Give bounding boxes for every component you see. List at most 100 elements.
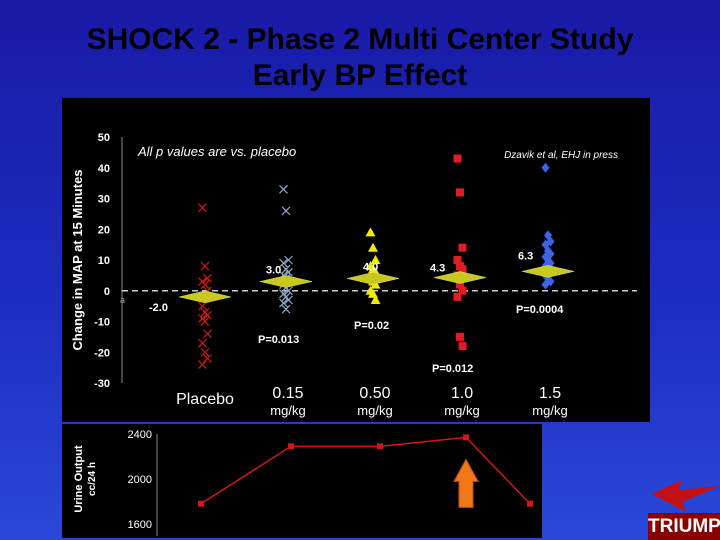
data-point-stroke [203, 310, 212, 320]
p-value-label: P=0.013 [258, 334, 299, 346]
data-point [200, 280, 210, 290]
slide-title-line1: SHOCK 2 - Phase 2 Multi Center Study [86, 23, 634, 56]
data-point [203, 310, 212, 320]
category-unit-label: mg/kg [532, 403, 567, 418]
urine-data-point [288, 443, 294, 450]
data-point [200, 261, 210, 271]
data-point [284, 295, 293, 305]
mean-marker [346, 272, 400, 285]
data-point-stroke [203, 353, 212, 363]
urine-y-tick-label: 2400 [128, 429, 152, 441]
mean-value-label: -2.0 [149, 302, 168, 314]
mean-value-label: 4.0 [363, 261, 378, 273]
data-point [198, 301, 207, 311]
highlight-arrow-icon [453, 458, 479, 508]
p-value-label: P=0.012 [432, 363, 473, 375]
data-point [453, 292, 462, 301]
data-point [281, 206, 291, 216]
y-tick-label: -20 [94, 347, 110, 359]
data-point [198, 203, 207, 213]
brand-logo: TRIUMPH [648, 513, 720, 540]
data-point-stroke [200, 261, 210, 271]
data-point-stroke [200, 280, 210, 290]
y-tick-label: 10 [98, 255, 110, 267]
data-point [370, 294, 381, 304]
category-unit-label: mg/kg [270, 403, 305, 418]
urine-data-point [463, 434, 469, 441]
chart-labels: All p values are vs. placebo Dzavik et al… [137, 144, 618, 418]
data-point [456, 332, 464, 341]
urine-data-point [527, 500, 533, 507]
data-point [281, 304, 291, 314]
data-point-stroke [203, 274, 212, 283]
urine-data-point [198, 500, 204, 507]
data-point-stroke [284, 295, 293, 305]
data-point [200, 317, 210, 326]
data-point [541, 279, 550, 290]
data-point [368, 242, 378, 252]
data-point [365, 227, 376, 237]
data-point-stroke [200, 317, 210, 326]
data-point-stroke [279, 258, 288, 268]
mean-marker [433, 271, 487, 284]
data-point [453, 256, 462, 264]
urine-data-point [377, 443, 383, 450]
data-point [456, 188, 464, 197]
data-point-stroke [284, 286, 293, 296]
y-tick-label: 30 [98, 194, 110, 206]
data-point [458, 265, 467, 274]
data-point [458, 243, 467, 252]
data-point [284, 255, 293, 265]
data-points [178, 154, 575, 369]
data-point-stroke [200, 347, 210, 357]
data-point-stroke [281, 206, 291, 216]
data-point [203, 329, 212, 339]
slide-title-line2: Early BP Effect [252, 59, 468, 92]
y-tick-label: 0 [104, 286, 110, 298]
brand-arrow-icon [652, 480, 720, 512]
urine-axis-label: Urine Output [73, 445, 85, 513]
data-point [279, 298, 288, 308]
y-tick-label: 20 [98, 224, 110, 236]
p-value-label: P=0.02 [354, 320, 389, 332]
chart-subtitle: All p values are vs. placebo [137, 144, 296, 159]
urine-output-chart: Urine Output cc/24 h 1600 2000 2400 [62, 424, 542, 538]
map-change-chart: -30 -20 -10 0 10 20 30 40 50 Change in MAP at 15 … [62, 98, 650, 422]
y-tick-label: -10 [94, 317, 110, 329]
data-point [456, 280, 464, 289]
data-point [541, 162, 550, 173]
category-label: 1.5 [539, 385, 561, 402]
data-point-stroke [284, 267, 293, 277]
data-point-stroke [198, 360, 207, 369]
data-point [279, 184, 288, 194]
data-point [458, 342, 467, 351]
data-point-stroke [279, 184, 288, 194]
urine-y-tick-label: 2000 [128, 474, 152, 486]
p-value-label: P=0.0004 [516, 304, 564, 316]
y-tick-label: 50 [98, 132, 110, 144]
y-tick-label: 40 [98, 163, 110, 175]
data-point [203, 353, 212, 363]
data-point-stroke [198, 338, 207, 348]
data-point [458, 286, 467, 295]
urine-chart-content: Urine Output cc/24 h 1600 2000 2400 [73, 429, 533, 536]
y-axis-label: Change in MAP at 15 Minutes [70, 169, 85, 350]
data-point-stroke [279, 298, 288, 308]
data-point [198, 338, 207, 348]
data-point [546, 258, 555, 269]
category-unit-label: mg/kg [357, 403, 392, 418]
axis-stub-label: a [120, 295, 125, 305]
data-point [370, 255, 381, 264]
category-label: 1.0 [451, 385, 473, 402]
data-point-stroke [203, 329, 212, 339]
mean-value-label: 6.3 [518, 250, 533, 262]
y-tick-label: -30 [94, 378, 110, 390]
category-label: Placebo [176, 391, 234, 408]
data-point [198, 360, 207, 369]
category-label: 0.15 [272, 385, 303, 402]
data-point-stroke [198, 301, 207, 311]
category-label: 0.50 [359, 385, 390, 402]
mean-value-label: 4.3 [430, 263, 445, 275]
mean-marker [521, 265, 575, 278]
category-unit-label: mg/kg [444, 403, 479, 418]
